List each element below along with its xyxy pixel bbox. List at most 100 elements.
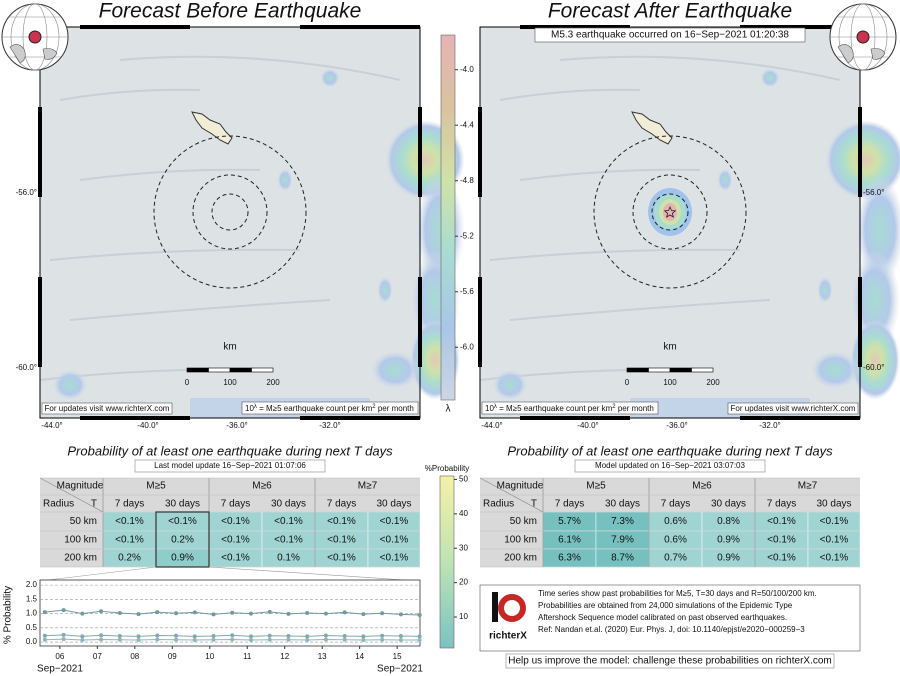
scale-label: 100: [663, 378, 677, 387]
table-value: 5.7%: [558, 516, 581, 527]
series-point: [248, 634, 253, 639]
series-point: [380, 633, 385, 638]
map-frame: [479, 26, 861, 419]
seismic-zone: [377, 276, 393, 304]
map-texture: [509, 299, 771, 321]
series-point: [248, 611, 253, 616]
colorbar-label: λ: [446, 404, 451, 415]
info-line: Probabilities are obtained from 24,000 s…: [538, 601, 793, 610]
table-value: <0.1%: [274, 535, 303, 546]
event-note: M5.3 earthquake occurred on 16−Sep−2021 …: [551, 30, 789, 41]
legend-part: per month: [616, 404, 654, 413]
series-point: [136, 634, 141, 639]
series-point: [80, 638, 85, 643]
series-point: [417, 638, 422, 643]
table-value: <0.1%: [327, 553, 356, 564]
table-value: <0.1%: [221, 553, 250, 564]
scale-label: 200: [266, 378, 280, 387]
seismic-zone: [817, 276, 833, 304]
table-value: <0.1%: [115, 535, 144, 546]
table-value: 0.2%: [118, 553, 141, 564]
series-point: [211, 637, 216, 642]
map-texture: [79, 168, 261, 181]
table-value: 0.9%: [717, 535, 740, 546]
updates-note: For updates visit www.richterX.com: [731, 404, 856, 413]
table-value: 0.8%: [717, 516, 740, 527]
y-tick-label: 0.5: [26, 623, 38, 632]
table-header: M≥6: [252, 481, 272, 492]
series-point: [230, 610, 235, 615]
model-note: Model updated on 16−Sep−2021 03:07:03: [595, 461, 745, 470]
legend-part: λ: [494, 404, 497, 410]
series-point: [80, 611, 85, 616]
series-point: [230, 637, 235, 642]
x-tick-label: -40.0°: [577, 421, 598, 430]
logo-mark: [492, 592, 498, 622]
scale-segment: [669, 367, 692, 373]
series-point: [42, 637, 47, 642]
legend-part: = M≥5 earthquake count per km: [257, 404, 373, 413]
series-point: [42, 633, 47, 638]
series-point: [398, 638, 403, 643]
table-value: <0.1%: [820, 516, 849, 527]
series-point: [361, 638, 366, 643]
table-header-bg: [40, 512, 103, 567]
globe-land: [9, 44, 58, 64]
colorbar-tick-label: -4.4: [460, 120, 474, 129]
seismic-zone: [277, 168, 293, 192]
y-tick-label: 2.0: [26, 580, 38, 589]
table-value: <0.1%: [327, 535, 356, 546]
scale-unit: km: [663, 342, 676, 353]
y-tick-label: -56.0°: [863, 188, 884, 197]
table-value: 7.3%: [611, 516, 634, 527]
table-header: M≥5: [146, 481, 166, 492]
series-point: [342, 637, 347, 642]
legend-part: 2: [612, 404, 616, 410]
event-box: [534, 27, 806, 43]
x-tick-label: 09: [168, 652, 177, 661]
seismic-zone: [370, 350, 420, 390]
series-point: [342, 634, 347, 639]
series-point: [342, 610, 347, 615]
table-header: M≥5: [586, 481, 606, 492]
table-value: <0.1%: [221, 535, 250, 546]
series-point: [155, 633, 160, 638]
scale-segment: [186, 367, 209, 373]
table-value: <0.1%: [327, 516, 356, 527]
scale-label: 0: [625, 378, 630, 387]
table-value: <0.1%: [168, 516, 197, 527]
seismic-zone: [492, 369, 528, 401]
series-point: [305, 611, 310, 615]
note-box: [727, 402, 859, 415]
table-value: 0.6%: [664, 535, 687, 546]
legend-part: 10: [245, 404, 254, 413]
x-tick-label: 11: [243, 652, 252, 661]
table-header: Magnitude: [57, 481, 104, 492]
scale-segment: [626, 367, 649, 373]
table-header: Magnitude: [497, 481, 544, 492]
table-value: 0.9%: [717, 553, 740, 564]
series-point: [211, 612, 216, 617]
map-texture: [499, 88, 641, 101]
help-box: [505, 653, 835, 669]
info-line: Time series show past probabilities for …: [538, 589, 817, 598]
table-value: <0.1%: [274, 516, 303, 527]
series-point: [380, 611, 385, 616]
table-value: 7.9%: [611, 535, 634, 546]
x-tick-label: 12: [280, 652, 289, 661]
highlight-box: [155, 511, 210, 568]
globe-land: [837, 44, 886, 64]
info-line: Ref: Nandan et.al. (2020) Eur. Phys. J, …: [538, 625, 805, 634]
table-header: 30 days: [271, 499, 306, 510]
note-box: [41, 402, 173, 415]
table-header: 30 days: [605, 499, 640, 510]
series-point: [267, 633, 272, 638]
x-tick-label: -32.0°: [319, 421, 340, 430]
radius-circle: [211, 193, 249, 231]
series-point: [286, 634, 291, 639]
table-value: 0.2%: [171, 535, 194, 546]
series-point: [155, 637, 160, 642]
table-header: 7 days: [555, 499, 584, 510]
radius-circle: [153, 135, 307, 289]
table-header: T: [531, 499, 537, 510]
